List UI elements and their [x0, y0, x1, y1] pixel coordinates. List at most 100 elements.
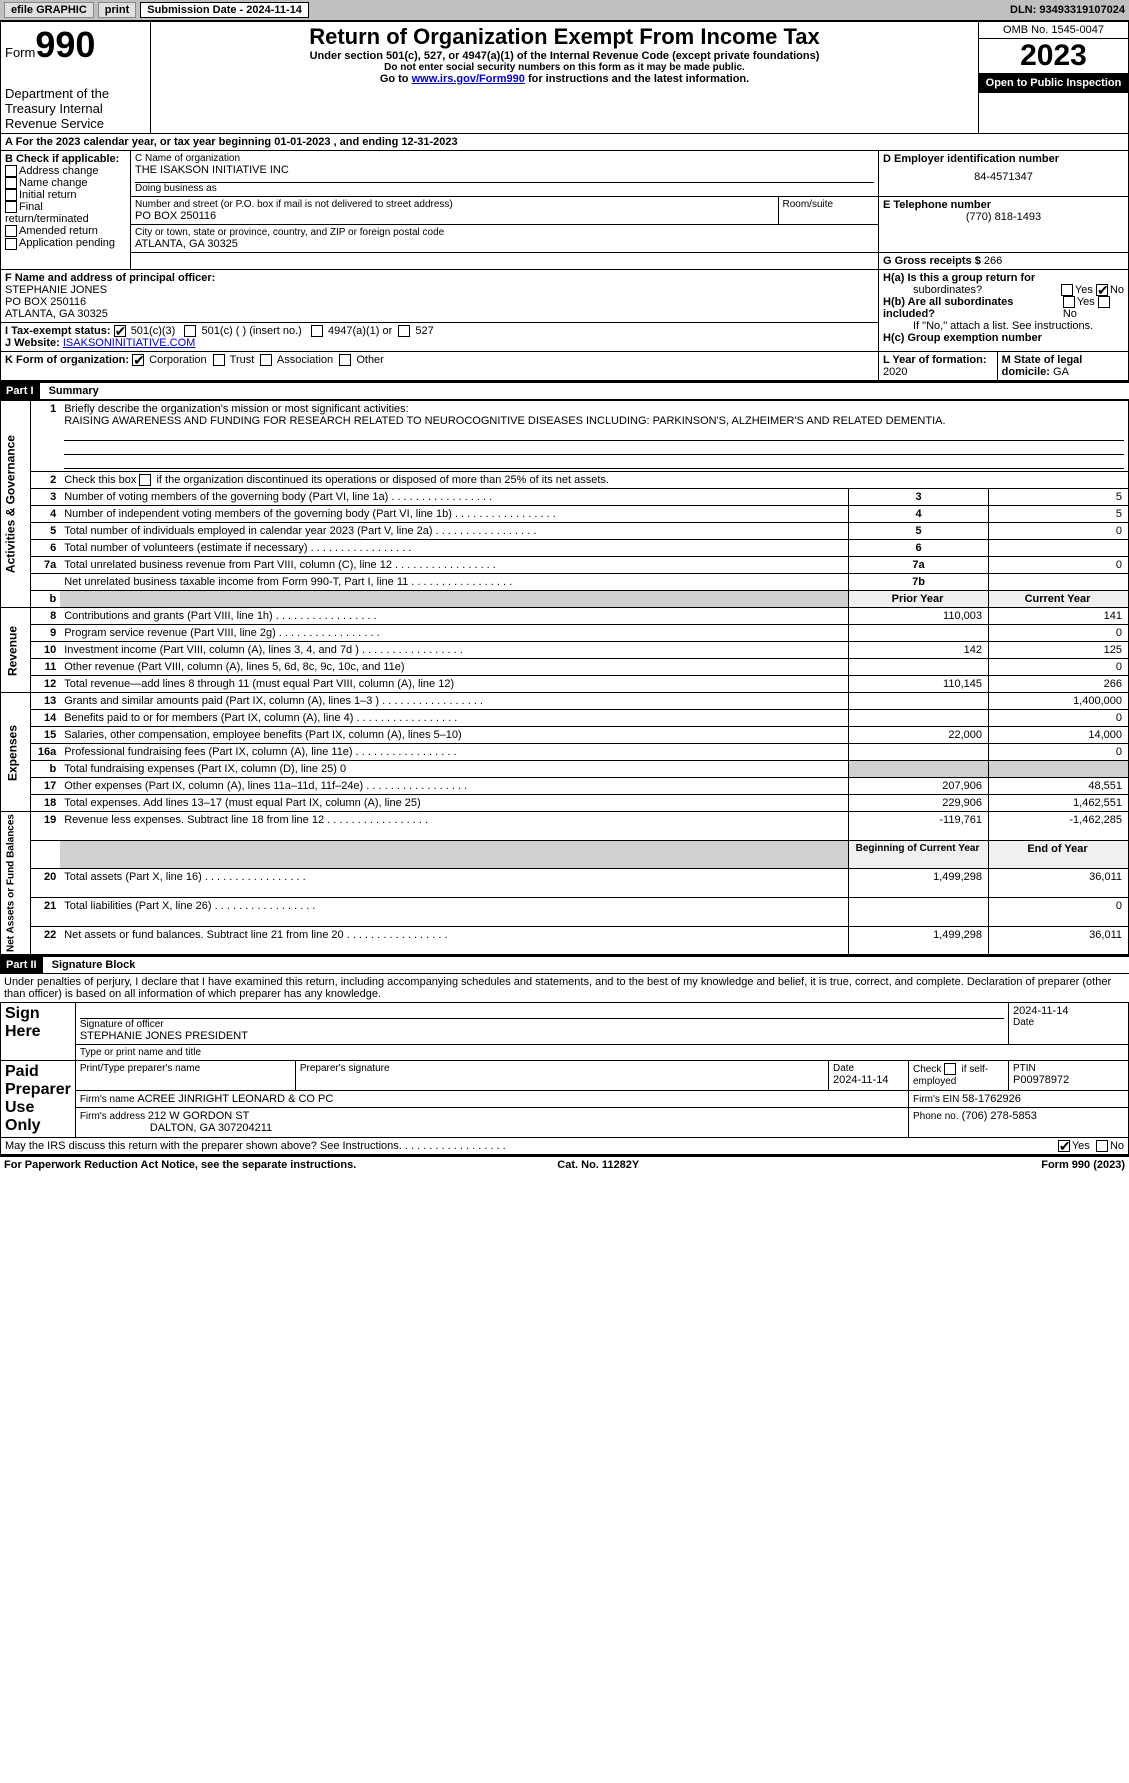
- section-a-period: A For the 2023 calendar year, or tax yea…: [0, 134, 1129, 150]
- addr-change-label: Address change: [19, 165, 99, 177]
- section-b-label: B Check if applicable:: [5, 153, 126, 165]
- discuss-label: May the IRS discuss this return with the…: [5, 1140, 506, 1152]
- print-button[interactable]: print: [98, 2, 136, 18]
- hc-label: H(c) Group exemption number: [883, 332, 1124, 344]
- line18-prior: 229,906: [849, 795, 989, 812]
- 501c3-checkbox[interactable]: [114, 325, 126, 337]
- hb-label: H(b) Are all subordinates included?: [883, 296, 1063, 320]
- page-footer: For Paperwork Reduction Act Notice, see …: [0, 1155, 1129, 1173]
- dept-treasury: Department of the Treasury Internal Reve…: [5, 86, 146, 131]
- domicile-label: M State of legal domicile:: [1002, 354, 1083, 378]
- vlabel-netassets: Net Assets or Fund Balances: [1, 812, 31, 955]
- 527-checkbox[interactable]: [398, 325, 410, 337]
- line15-current: 14,000: [989, 727, 1129, 744]
- line7b-label: Net unrelated business taxable income fr…: [64, 576, 512, 588]
- pra-notice: For Paperwork Reduction Act Notice, see …: [4, 1159, 356, 1171]
- sig-date-label: Date: [1013, 1017, 1124, 1028]
- part2-header: Part II Signature Block: [0, 955, 1129, 974]
- firm-city: DALTON, GA 307204211: [150, 1122, 272, 1134]
- form-word: Form: [5, 45, 35, 60]
- final-return-checkbox[interactable]: [5, 201, 17, 213]
- gross-receipts-value: 266: [984, 255, 1002, 267]
- sign-here-label: Sign Here: [1, 1003, 76, 1061]
- form-ref: Form 990 (2023): [1041, 1159, 1125, 1171]
- assoc-label: Association: [277, 354, 333, 366]
- line16a-prior: [849, 744, 989, 761]
- self-emp-checkbox[interactable]: [944, 1063, 956, 1075]
- line16a-current: 0: [989, 744, 1129, 761]
- website-link[interactable]: ISAKSONINITIATIVE.COM: [63, 337, 195, 349]
- final-return-label: Final return/terminated: [5, 201, 89, 225]
- discuss-no-checkbox[interactable]: [1096, 1140, 1108, 1152]
- line16b-current-grey: [989, 761, 1129, 778]
- officer-city: ATLANTA, GA 30325: [5, 308, 874, 320]
- 4947-label: 4947(a)(1) or: [328, 325, 392, 337]
- line17-prior: 207,906: [849, 778, 989, 795]
- hb-yes: Yes: [1077, 296, 1095, 308]
- street-value: PO BOX 250116: [135, 210, 774, 222]
- line2-checkbox[interactable]: [139, 474, 151, 486]
- paid-preparer-label: Paid Preparer Use Only: [1, 1061, 76, 1138]
- part1-title: Summary: [43, 383, 105, 399]
- line7a-label: Total unrelated business revenue from Pa…: [64, 559, 496, 571]
- corp-checkbox[interactable]: [132, 354, 144, 366]
- current-year-hdr: Current Year: [989, 591, 1129, 608]
- line2-pre: Check this box: [64, 474, 139, 486]
- name-change-label: Name change: [19, 177, 88, 189]
- 4947-checkbox[interactable]: [311, 325, 323, 337]
- dba-label: Doing business as: [135, 183, 874, 194]
- line7b-value: [989, 574, 1129, 591]
- firm-ein-label: Firm's EIN: [913, 1094, 962, 1105]
- amended-label: Amended return: [19, 225, 98, 237]
- penalty-statement: Under penalties of perjury, I declare th…: [0, 974, 1129, 1002]
- ha-no: No: [1110, 284, 1124, 296]
- prior-year-hdr: Prior Year: [849, 591, 989, 608]
- initial-return-label: Initial return: [19, 189, 76, 201]
- trust-checkbox[interactable]: [213, 354, 225, 366]
- amended-checkbox[interactable]: [5, 225, 17, 237]
- submission-date: Submission Date - 2024-11-14: [140, 2, 309, 18]
- type-name-label: Type or print name and title: [75, 1045, 1128, 1061]
- 501c-checkbox[interactable]: [184, 325, 196, 337]
- efile-button[interactable]: efile GRAPHIC: [4, 2, 94, 18]
- corp-label: Corporation: [149, 354, 206, 366]
- hb-yes-checkbox[interactable]: [1063, 296, 1075, 308]
- addr-change-checkbox[interactable]: [5, 165, 17, 177]
- line21-prior: [849, 897, 989, 926]
- app-pending-checkbox[interactable]: [5, 238, 17, 250]
- gross-receipts-label: G Gross receipts $: [883, 255, 981, 267]
- trust-label: Trust: [230, 354, 255, 366]
- officer-name: STEPHANIE JONES: [5, 284, 874, 296]
- firm-addr: 212 W GORDON ST: [148, 1110, 249, 1122]
- hb-no-checkbox[interactable]: [1098, 296, 1110, 308]
- prep-date: 2024-11-14: [833, 1074, 904, 1086]
- line8-current: 141: [989, 608, 1129, 625]
- check-label: Check: [913, 1064, 941, 1075]
- name-change-checkbox[interactable]: [5, 177, 17, 189]
- line1-mission: RAISING AWARENESS AND FUNDING FOR RESEAR…: [64, 415, 945, 427]
- form-subtitle: Under section 501(c), 527, or 4947(a)(1)…: [155, 50, 974, 62]
- phone-value: (770) 818-1493: [883, 211, 1124, 223]
- tax-year: 2023: [979, 38, 1128, 73]
- firm-phone-label: Phone no.: [913, 1111, 959, 1122]
- other-checkbox[interactable]: [339, 354, 351, 366]
- line22-current: 36,011: [989, 926, 1129, 955]
- irs-link[interactable]: www.irs.gov/Form990: [412, 73, 525, 85]
- end-year-hdr: End of Year: [989, 840, 1129, 869]
- dln: DLN: 93493319107024: [1010, 4, 1125, 16]
- prep-date-label: Date: [833, 1063, 904, 1074]
- hb-note: If "No," attach a list. See instructions…: [913, 320, 1124, 332]
- assoc-checkbox[interactable]: [260, 354, 272, 366]
- year-formation-label: L Year of formation:: [883, 354, 987, 366]
- line21-current: 0: [989, 897, 1129, 926]
- firm-addr-label: Firm's address: [80, 1111, 148, 1122]
- line7a-value: 0: [989, 557, 1129, 574]
- discuss-yes-checkbox[interactable]: [1058, 1140, 1070, 1152]
- discuss-no: No: [1110, 1140, 1124, 1152]
- part1-num: Part I: [0, 383, 40, 399]
- initial-return-checkbox[interactable]: [5, 189, 17, 201]
- ha-no-checkbox[interactable]: [1096, 284, 1108, 296]
- ha-yes-checkbox[interactable]: [1061, 284, 1073, 296]
- line17-current: 48,551: [989, 778, 1129, 795]
- website-label: J Website:: [5, 337, 63, 349]
